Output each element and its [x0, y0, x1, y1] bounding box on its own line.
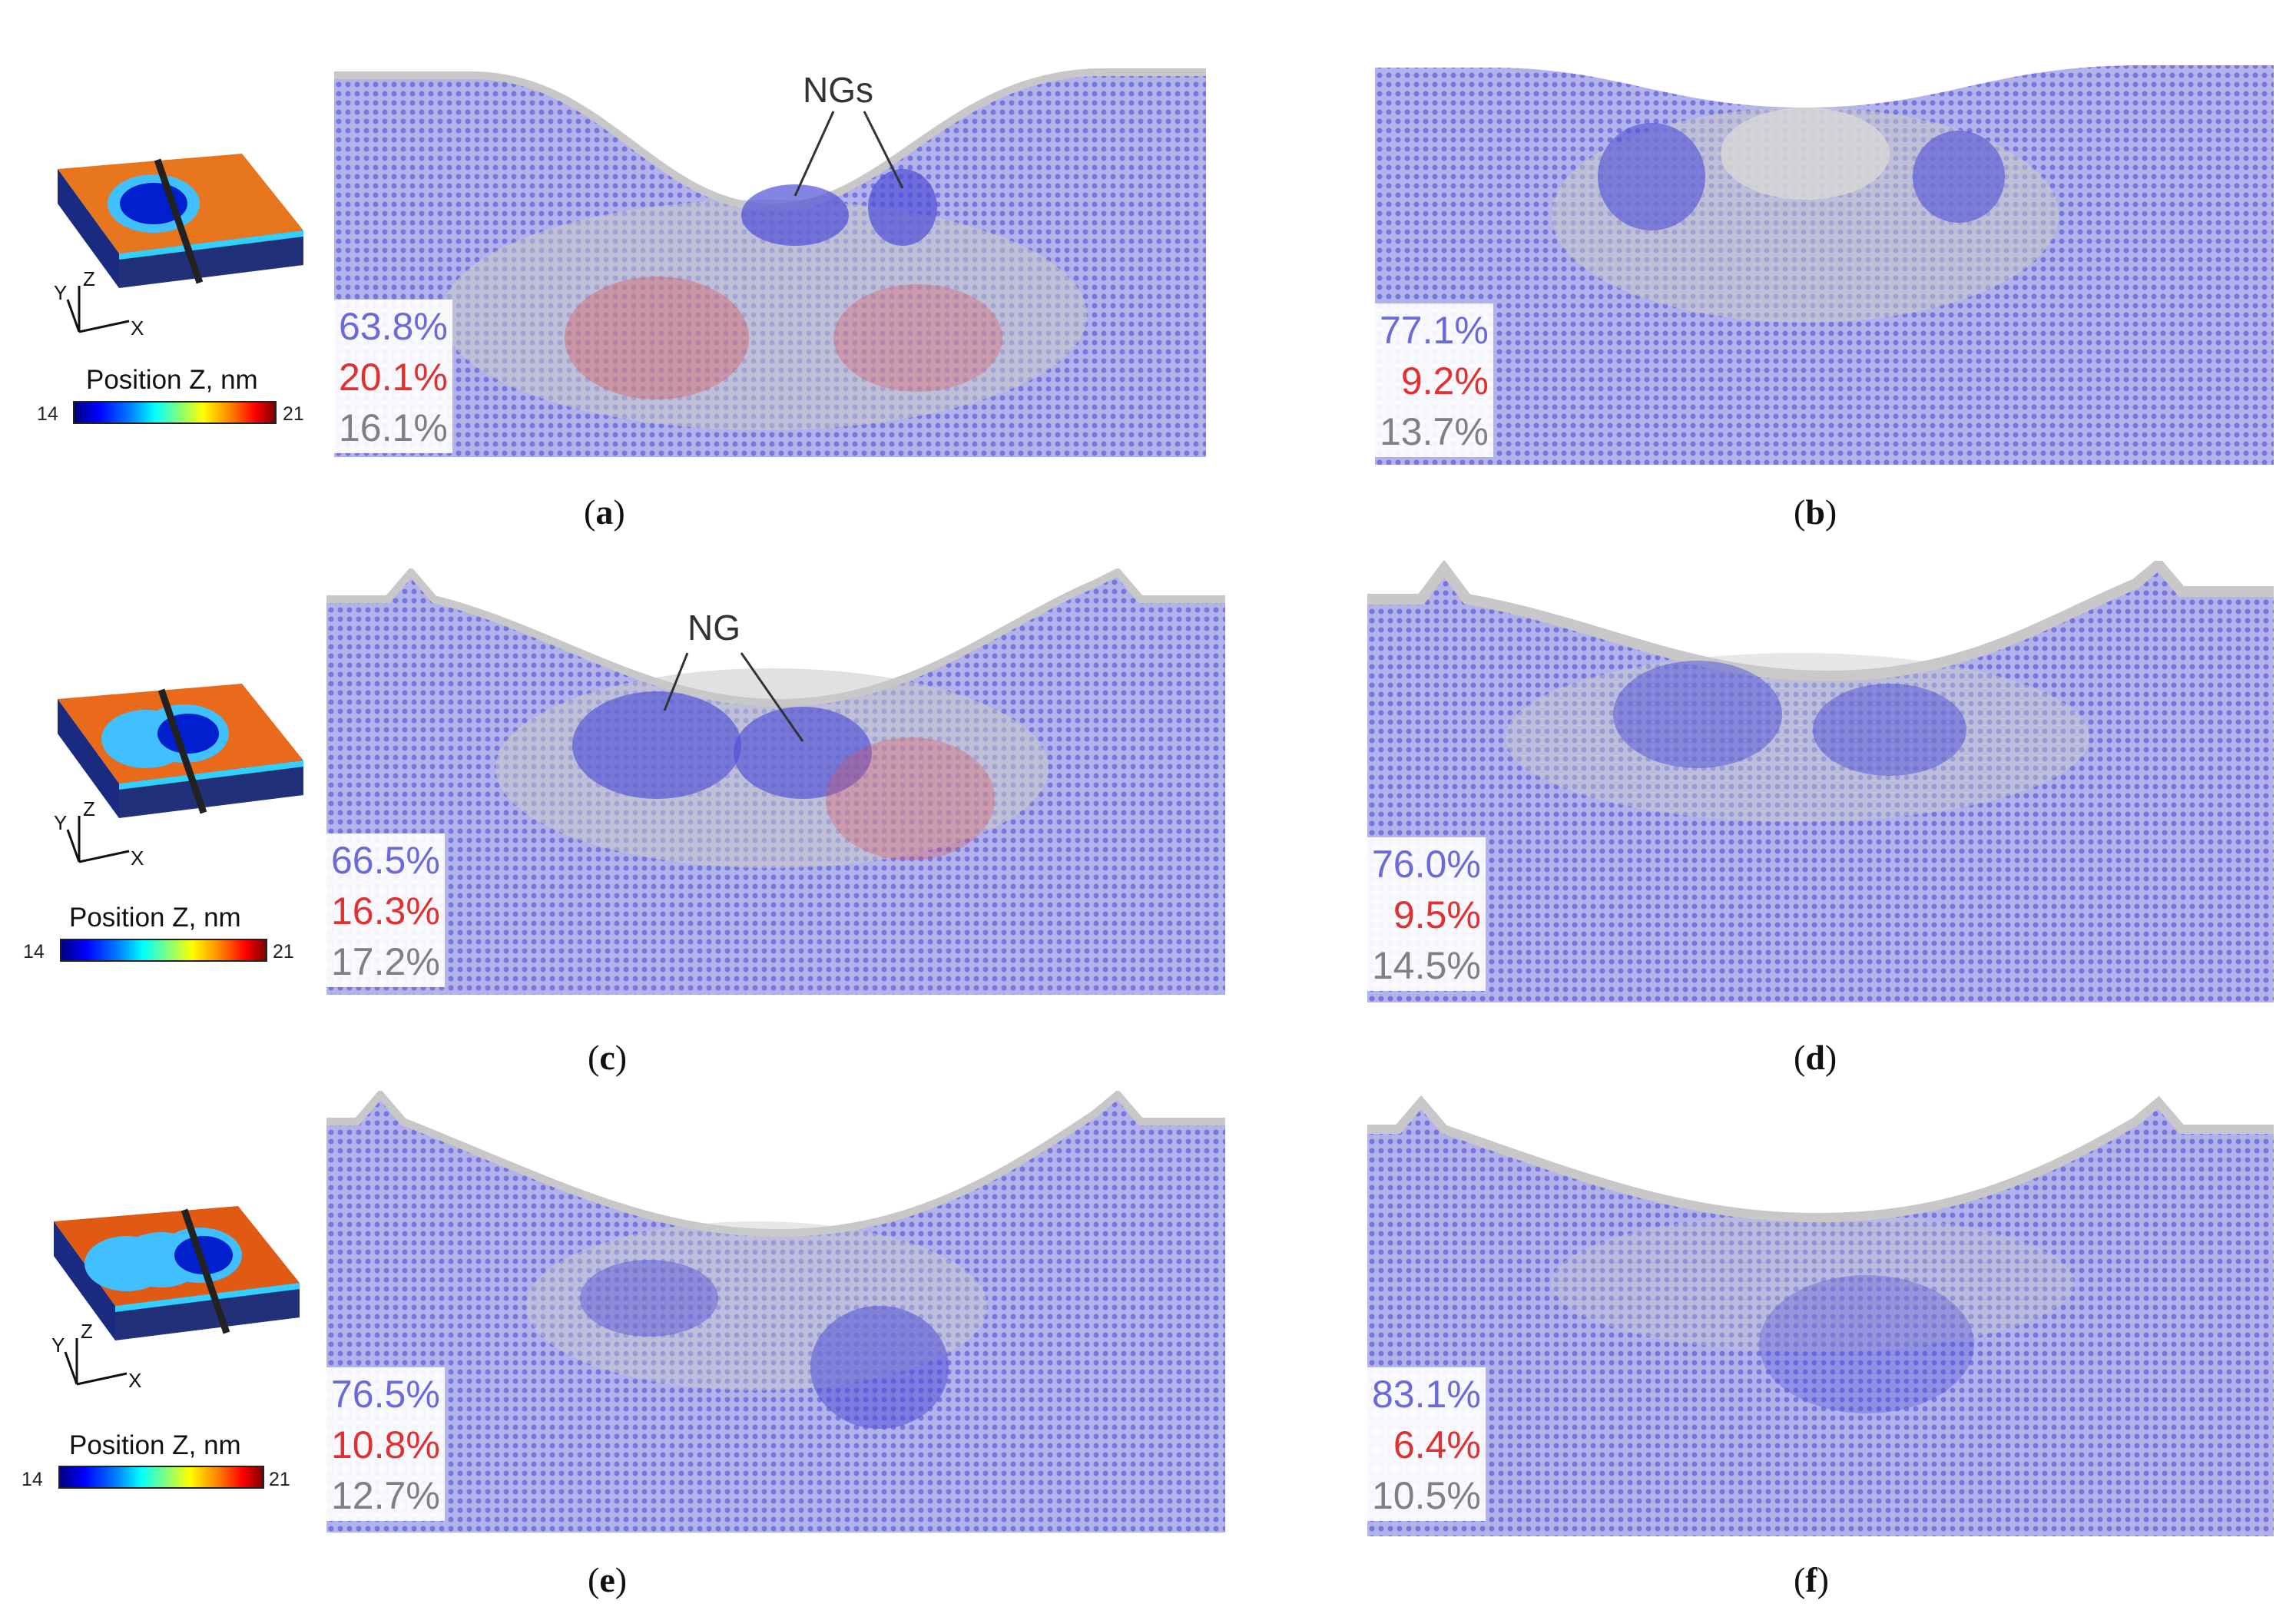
fcc-percent: 66.5% [331, 839, 440, 882]
axes-triad-e: Z X Y [51, 1321, 141, 1392]
surface-map-icon [58, 684, 303, 818]
inset-c [42, 676, 326, 876]
percent-box-f: 83.1% 6.4% 10.5% [1367, 1367, 1486, 1521]
other-percent: 12.7% [331, 1474, 440, 1517]
caption-e: (e) [588, 1560, 628, 1599]
hcp-percent: 20.1% [339, 356, 448, 399]
colorbar-max: 21 [269, 1469, 290, 1490]
axis-y-label: Y [51, 1334, 65, 1357]
axis-x-label: X [131, 847, 144, 870]
caption-d: (d) [1794, 1038, 1837, 1077]
slice-image-b [1375, 65, 2274, 465]
other-percent: 10.5% [1372, 1474, 1481, 1517]
caption-b: (b) [1794, 492, 1837, 532]
annotation-a: NGs [803, 70, 873, 110]
axes-triad-a: Z X Y [54, 269, 144, 340]
axis-x-label: X [131, 316, 144, 340]
axis-y-label: Y [54, 811, 67, 834]
slice-image-a [334, 68, 1206, 457]
other-percent: 14.5% [1372, 944, 1481, 987]
percent-box-b: 77.1% 9.2% 13.7% [1375, 303, 1493, 457]
fcc-percent: 77.1% [1380, 309, 1489, 352]
surface-map-icon [58, 154, 303, 288]
fcc-percent: 83.1% [1372, 1373, 1481, 1416]
percent-box-d: 76.0% 9.5% 14.5% [1367, 837, 1486, 991]
panel-f: 83.1% 6.4% 10.5% [1367, 1091, 2274, 1536]
colorbar-title: Position Z, nm [69, 1430, 241, 1460]
colorbar-max: 21 [283, 403, 304, 425]
colorbar-min: 14 [23, 941, 45, 963]
slice-image-f [1367, 1095, 2274, 1536]
other-percent: 16.1% [339, 406, 448, 449]
colorbar-title: Position Z, nm [86, 365, 258, 395]
slice-image-c [326, 568, 1225, 995]
slice-image-e [326, 1091, 1225, 1533]
fcc-percent: 76.5% [331, 1373, 440, 1416]
axis-z-label: Z [83, 269, 95, 290]
panel-c: NG 66.5% 16.3% 17.2% [326, 568, 1225, 995]
colorbar-min: 14 [22, 1469, 43, 1490]
panel-a: NGs 63.8% 20.1% 16.1% [334, 61, 1206, 457]
caption-c: (c) [588, 1038, 628, 1077]
hcp-percent: 9.5% [1393, 893, 1481, 936]
axis-y-label: Y [54, 281, 67, 304]
hcp-percent: 9.2% [1400, 360, 1489, 403]
annotation-c: NG [687, 608, 740, 648]
caption-a: (a) [584, 492, 625, 532]
panel-b: 77.1% 9.2% 13.7% [1375, 61, 2274, 465]
hcp-percent: 16.3% [331, 890, 440, 933]
fcc-percent: 76.0% [1372, 843, 1481, 886]
hcp-percent: 6.4% [1393, 1423, 1481, 1466]
panel-e: 76.5% 10.8% 12.7% [326, 1091, 1225, 1533]
inset-e [38, 1198, 323, 1398]
axis-z-label: Z [83, 799, 95, 820]
fcc-percent: 63.8% [339, 305, 448, 348]
panel-d: 76.0% 9.5% 14.5% [1367, 561, 2274, 1002]
axes-triad-c: Z X Y [54, 799, 144, 870]
colorbar [58, 1466, 264, 1489]
percent-box-e: 76.5% 10.8% 12.7% [326, 1367, 445, 1521]
slice-image-d [1367, 561, 2274, 1002]
percent-box-a: 63.8% 20.1% 16.1% [334, 300, 452, 453]
inset-a [42, 146, 326, 346]
other-percent: 17.2% [331, 940, 440, 983]
percent-box-c: 66.5% 16.3% 17.2% [326, 833, 445, 987]
axis-z-label: Z [81, 1321, 93, 1343]
hcp-percent: 10.8% [331, 1423, 440, 1466]
caption-f: (f) [1794, 1560, 1829, 1599]
colorbar [73, 401, 277, 424]
other-percent: 13.7% [1380, 410, 1489, 453]
colorbar-min: 14 [37, 403, 58, 425]
axis-x-label: X [128, 1369, 141, 1392]
colorbar-title: Position Z, nm [69, 903, 241, 933]
colorbar-max: 21 [273, 941, 294, 963]
colorbar [60, 939, 267, 962]
surface-map-icon [54, 1206, 300, 1340]
